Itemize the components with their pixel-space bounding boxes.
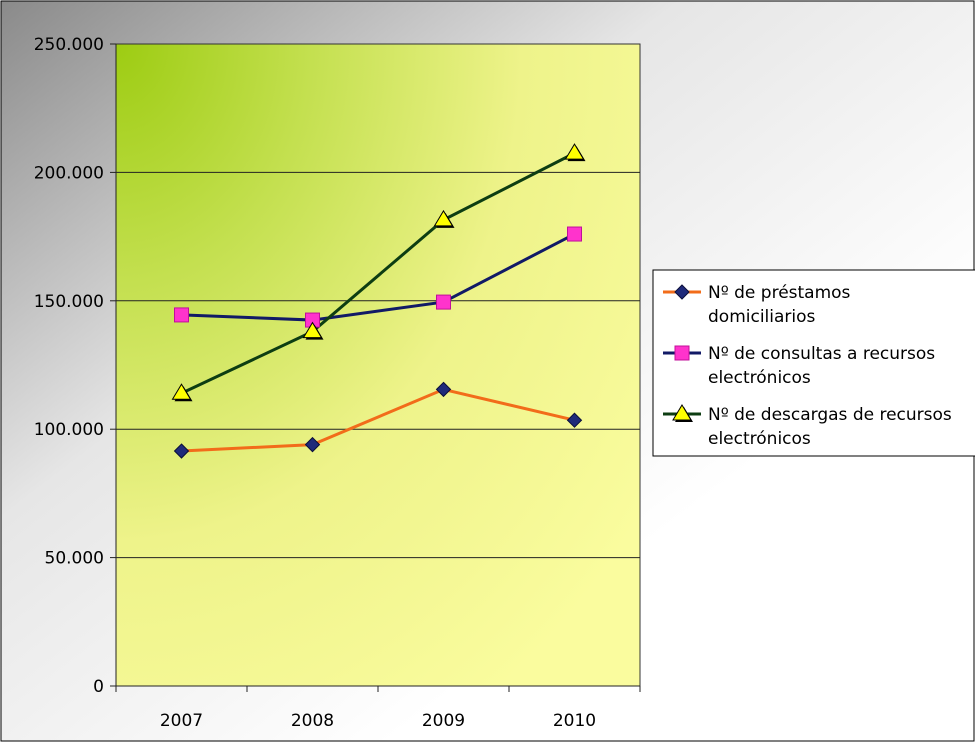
legend-label-2: electrónicos [708, 368, 811, 388]
legend-label-3: electrónicos [708, 429, 811, 449]
y-tick-label: 200.000 [34, 163, 104, 183]
x-tick-label: 2009 [422, 711, 465, 731]
data-point-series-2 [567, 226, 582, 242]
marker-triangle [672, 404, 692, 421]
data-point-series-3 [302, 321, 324, 340]
data-point-series-2 [174, 307, 189, 323]
y-tick-label: 0 [93, 677, 104, 697]
marker-triangle [564, 143, 585, 160]
x-tick-label: 2008 [291, 711, 334, 731]
data-point-series-3 [171, 383, 193, 402]
series-line-3 [180, 151, 576, 395]
legend-box [652, 269, 975, 457]
plot-area [115, 43, 641, 687]
data-point-series-3 [564, 143, 586, 162]
legend-label-2: Nº de consultas a recursos [708, 344, 935, 364]
legend-label-1: Nº de préstamos [708, 283, 851, 303]
legend-label-3: Nº de descargas de recursos [708, 405, 952, 425]
legend-marker-2 [674, 345, 690, 361]
x-tick-label: 2010 [553, 711, 596, 731]
y-tick-label: 50.000 [45, 549, 104, 569]
data-point-series-1 [304, 436, 321, 453]
legend-marker-1 [674, 284, 690, 300]
legend-label-1: domiciliarios [708, 307, 816, 327]
marker-triangle [302, 321, 323, 339]
y-tick-label: 100.000 [34, 420, 104, 440]
x-tick-label: 2007 [160, 711, 203, 731]
data-point-series-3 [433, 209, 455, 228]
series-line-1 [181, 387, 575, 453]
legend-marker-3 [672, 404, 693, 422]
data-point-series-1 [435, 381, 452, 398]
marker-triangle [171, 383, 192, 400]
marker-triangle [433, 209, 454, 227]
series-line-2 [181, 232, 576, 322]
data-point-series-2 [436, 294, 451, 310]
data-point-series-1 [566, 412, 583, 428]
y-tick-label: 150.000 [34, 292, 104, 312]
data-point-series-1 [173, 443, 190, 459]
y-tick-label: 250.000 [34, 35, 104, 55]
